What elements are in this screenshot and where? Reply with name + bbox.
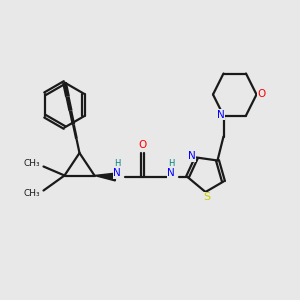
Text: S: S [204, 192, 211, 203]
Text: N: N [217, 110, 224, 120]
Text: N: N [113, 168, 121, 178]
Text: H: H [168, 159, 174, 168]
Text: N: N [188, 151, 196, 161]
Text: O: O [138, 140, 147, 151]
Text: H: H [114, 159, 120, 168]
Text: CH₃: CH₃ [23, 189, 40, 198]
Text: O: O [258, 89, 266, 100]
Text: N: N [167, 168, 175, 178]
Polygon shape [94, 173, 116, 181]
Text: CH₃: CH₃ [23, 159, 40, 168]
